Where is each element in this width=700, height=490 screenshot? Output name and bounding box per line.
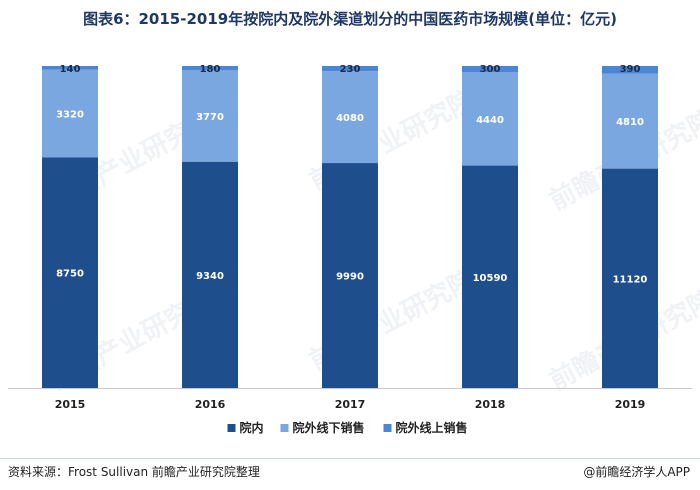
bar-segment <box>602 73 658 169</box>
brand-credit: @前瞻经济学人APP <box>583 465 690 479</box>
data-label: 390 <box>620 64 641 75</box>
data-label: 11120 <box>613 274 648 285</box>
footer-divider <box>0 458 700 459</box>
bar-segment <box>42 157 98 388</box>
x-tick-label: 2019 <box>615 398 646 411</box>
bar-segment <box>462 165 518 388</box>
stacked-bar-chart: 8750 3320 140 2015 9340 3770 180 2016 9990 4080 23… <box>8 64 692 435</box>
legend-label: 院外线下销售 <box>293 420 365 435</box>
data-label: 3320 <box>56 109 84 120</box>
x-tick-label: 2015 <box>55 398 86 411</box>
legend-label: 院外线上销售 <box>396 420 468 435</box>
legend-swatch <box>227 424 236 432</box>
data-label: 4440 <box>476 115 504 126</box>
bar-segment <box>602 168 658 388</box>
bar-segment <box>602 66 658 74</box>
data-label: 9990 <box>336 272 364 283</box>
legend-label: 院内 <box>240 420 264 435</box>
data-label: 300 <box>480 64 501 75</box>
chart-title: 图表6：2015-2019年按院内及院外渠道划分的中国医药市场规模(单位：亿元) <box>83 10 617 28</box>
data-label: 3770 <box>196 112 224 123</box>
bar-segment <box>182 161 238 388</box>
data-label: 4810 <box>616 117 644 128</box>
bar-segment <box>322 163 378 388</box>
data-label: 9340 <box>196 271 224 282</box>
data-label: 8750 <box>56 269 84 280</box>
data-label: 10590 <box>473 273 508 284</box>
bar-segment <box>322 66 378 72</box>
x-tick-label: 2018 <box>475 398 506 411</box>
source-note: 资料来源：Frost Sullivan 前瞻产业研究院整理 <box>8 465 260 479</box>
bar-segment <box>322 71 378 164</box>
legend-swatch <box>280 424 289 432</box>
x-tick-label: 2016 <box>195 398 226 411</box>
bar-segment <box>462 66 518 73</box>
data-label: 230 <box>340 64 361 75</box>
data-label: 140 <box>60 64 81 75</box>
data-label: 4080 <box>336 113 364 124</box>
bar-segment <box>462 72 518 166</box>
bar-segment <box>42 69 98 158</box>
x-tick-label: 2017 <box>335 398 366 411</box>
bar-segment <box>182 66 238 71</box>
bar-segment <box>42 66 98 70</box>
data-label: 180 <box>200 64 221 75</box>
legend-swatch <box>383 424 392 432</box>
bar-segment <box>182 70 238 162</box>
